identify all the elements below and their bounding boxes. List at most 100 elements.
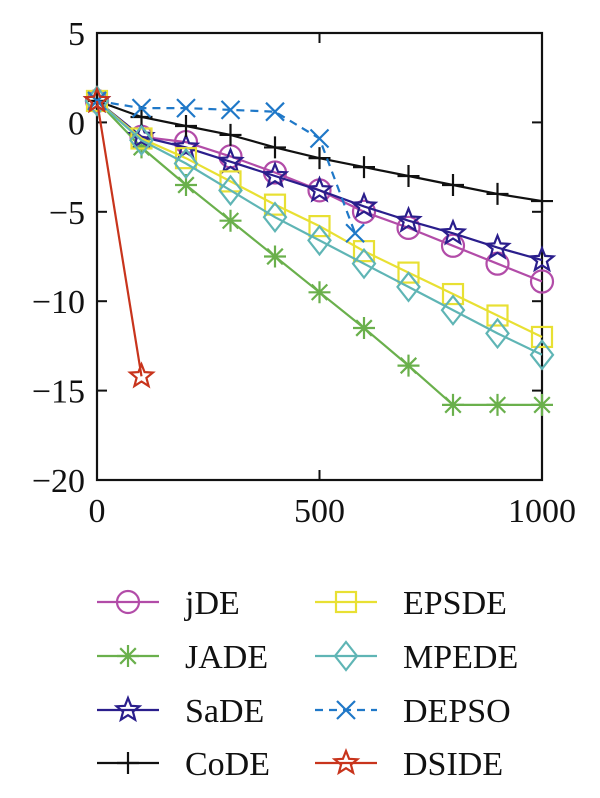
legend-label-sade: SaDE (185, 693, 264, 730)
data-point-dside (127, 361, 156, 389)
data-point-jade (308, 281, 331, 304)
series-code (86, 89, 553, 213)
data-point-code (486, 182, 509, 205)
data-point-sade (527, 245, 557, 273)
data-point-code (531, 190, 553, 213)
legend-label-dside: DSIDE (403, 746, 503, 783)
data-point-jde (396, 215, 421, 240)
y-tick-label: −15 (32, 374, 85, 411)
series-depso (87, 91, 365, 244)
data-point-mpede (129, 124, 154, 157)
legend-label-mpede: MPEDE (403, 639, 518, 676)
data-point-sade (216, 146, 245, 174)
data-point-mpede (485, 317, 510, 350)
plot-area: 50−5−10−15−200 500 1000 (32, 16, 576, 530)
data-point-epsde (530, 325, 554, 349)
data-point-sade (171, 132, 201, 160)
legend-marker-code (117, 752, 139, 774)
legend: jDE JADE SaDE CoDE EPSDE MPEDE DEPSO DSIDE (97, 585, 518, 783)
legend-item-mpede: MPEDE (315, 639, 518, 676)
data-point-mpede (529, 339, 555, 371)
data-point-epsde (441, 282, 465, 306)
data-point-jade (219, 209, 242, 232)
legend-marker-mpede (333, 640, 359, 672)
x-tick-label: 500 (294, 493, 345, 530)
legend-item-dside: DSIDE (315, 746, 503, 783)
y-tick-label: −20 (32, 463, 85, 500)
data-point-code (175, 114, 197, 137)
series-dside (82, 85, 156, 389)
data-point-jade (264, 245, 286, 268)
data-point-code (264, 136, 286, 159)
data-point-epsde (486, 304, 509, 327)
series-line-mpede (96, 100, 543, 356)
data-point-sade (305, 175, 334, 203)
data-point-mpede (173, 147, 199, 180)
legend-item-jade: JADE (97, 639, 268, 676)
data-point-mpede (396, 271, 421, 303)
legend-marker-dside (331, 748, 361, 776)
data-point-depso (265, 101, 285, 122)
data-point-jade (353, 317, 375, 339)
data-point-jade (531, 393, 553, 416)
data-point-epsde (263, 193, 287, 216)
y-tick-label: 5 (68, 16, 85, 53)
series-line-sade (96, 100, 543, 262)
data-point-sade (349, 191, 379, 219)
legend-label-jde: jDE (184, 585, 240, 622)
data-point-code (308, 147, 331, 170)
legend-marker-depso (336, 700, 356, 720)
data-point-depso (309, 128, 330, 149)
series-line-dside (95, 100, 143, 377)
legend-item-depso: DEPSO (315, 693, 511, 730)
data-point-jde (529, 269, 555, 294)
legend-label-depso: DEPSO (403, 693, 511, 730)
legend-item-jde: jDE (97, 585, 240, 622)
legend-label-code: CoDE (185, 746, 270, 783)
series-epsde (85, 89, 554, 349)
series-sade (82, 85, 557, 273)
data-point-code (219, 123, 242, 146)
series-mpede (84, 85, 555, 371)
legend-marker-jade (117, 645, 139, 667)
data-point-depso (176, 98, 196, 118)
data-point-depso (220, 100, 241, 120)
data-point-code (397, 165, 420, 188)
legend-item-sade: SaDE (97, 693, 264, 730)
legend-label-jade: JADE (185, 639, 268, 676)
data-point-epsde (308, 215, 331, 238)
y-tick-label: −5 (49, 195, 85, 232)
data-point-sade (438, 218, 468, 246)
y-tick-label: −10 (32, 284, 85, 321)
data-point-jde (351, 199, 377, 224)
legend-marker-sade (113, 695, 143, 723)
data-point-jde (440, 233, 466, 258)
x-tick-label: 0 (89, 493, 106, 530)
data-point-depso (345, 223, 365, 244)
data-point-epsde (397, 261, 420, 284)
legend-label-epsde: EPSDE (403, 585, 507, 622)
data-point-sade (260, 161, 290, 189)
data-point-mpede (351, 247, 377, 280)
data-point-jade (442, 393, 464, 416)
series-jade (86, 89, 553, 416)
data-point-code (442, 173, 464, 196)
data-point-jade (486, 393, 509, 416)
legend-marker-epsde (334, 590, 358, 614)
data-point-mpede (307, 224, 332, 257)
data-point-code (353, 156, 375, 179)
legend-item-code: CoDE (97, 746, 270, 783)
data-point-mpede (218, 174, 243, 207)
data-point-mpede (440, 294, 466, 326)
data-point-code (130, 106, 153, 129)
legend-item-epsde: EPSDE (315, 585, 507, 622)
x-tick-label: 1000 (508, 493, 576, 530)
data-point-sade (394, 205, 423, 233)
legend-marker-jde (115, 589, 141, 615)
data-point-depso (131, 98, 152, 118)
data-point-jade (397, 354, 420, 377)
y-tick-label: 0 (68, 105, 85, 142)
data-point-dside (82, 85, 112, 114)
data-point-mpede (262, 201, 288, 233)
